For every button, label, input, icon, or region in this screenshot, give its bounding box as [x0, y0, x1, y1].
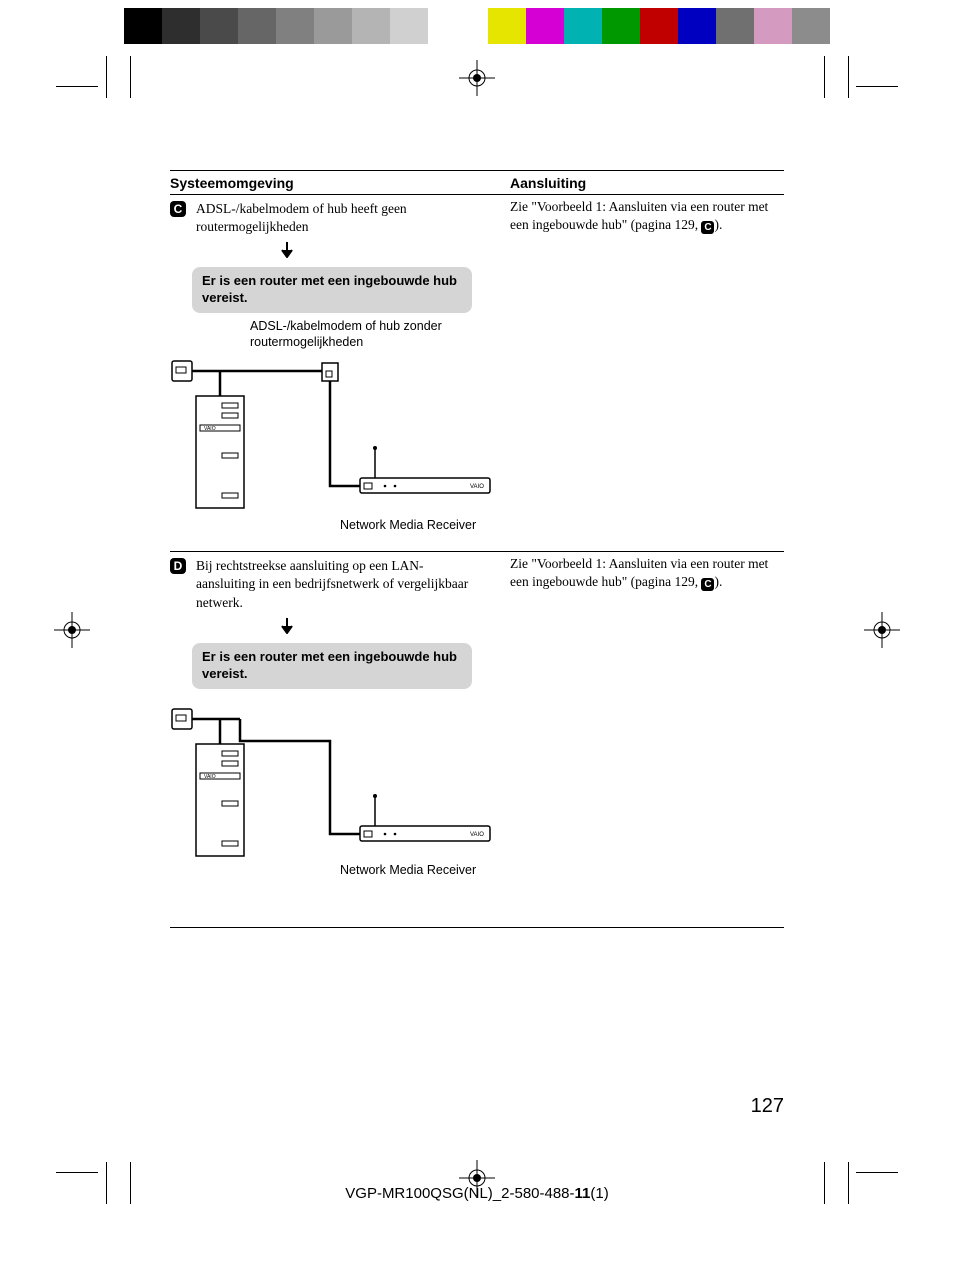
registration-mark-icon: [864, 612, 900, 648]
header-right: Aansluiting: [510, 171, 784, 194]
svg-text:VAIO: VAIO: [470, 832, 484, 838]
reference-letter-badge: C: [701, 221, 714, 234]
footer-text: (1): [590, 1185, 608, 1202]
right-column-text: Zie "Voorbeeld 1: Aansluiten via een rou…: [510, 552, 784, 918]
registration-mark-icon: [459, 60, 495, 96]
table-row: C ADSL-/kabelmodem of hub heeft geen rou…: [170, 195, 784, 552]
crop-mark: [130, 56, 131, 98]
crop-mark: [856, 1172, 898, 1173]
connection-diagram: VAIO VAIO Network Media Receiver: [170, 699, 500, 919]
footer-text: VGP-MR100QSG(NL)_2-580-488-: [345, 1185, 574, 1202]
svg-text:VAIO: VAIO: [204, 426, 216, 432]
requirement-box: Er is een router met een ingebouwde hub …: [192, 267, 472, 313]
svg-text:VAIO: VAIO: [204, 774, 216, 780]
crop-mark: [56, 86, 98, 87]
arrow-down-icon: [170, 236, 500, 267]
table-header-row: Systeemomgeving Aansluiting: [170, 170, 784, 195]
footer: VGP-MR100QSG(NL)_2-580-488-11(1): [0, 1185, 954, 1202]
registration-mark-icon: [54, 612, 90, 648]
section-description: ADSL-/kabelmodem of hub heeft geen route…: [196, 200, 476, 236]
right-column-text: Zie "Voorbeeld 1: Aansluiten via een rou…: [510, 195, 784, 543]
print-colorbar: [124, 8, 830, 44]
footer-bold: 11: [575, 1185, 591, 1202]
crop-mark: [106, 56, 107, 98]
page-content: Systeemomgeving Aansluiting C ADSL-/kabe…: [170, 170, 784, 928]
diagram-top-label: ADSL-/kabelmodem of hub zonder routermog…: [250, 318, 480, 351]
table-row: D Bij rechtstreekse aansluiting op een L…: [170, 552, 784, 927]
page-number: 127: [751, 1095, 784, 1118]
reference-letter-badge: C: [701, 578, 714, 591]
arrow-down-icon: [170, 612, 500, 643]
section-letter-badge: C: [170, 201, 186, 217]
crop-mark: [848, 56, 849, 98]
crop-mark: [824, 56, 825, 98]
svg-text:VAIO: VAIO: [470, 484, 484, 490]
header-left: Systeemomgeving: [170, 171, 510, 194]
requirement-box: Er is een router met een ingebouwde hub …: [192, 643, 472, 689]
diagram-bottom-label: Network Media Receiver: [340, 862, 476, 878]
diagram-bottom-label: Network Media Receiver: [340, 517, 476, 533]
crop-mark: [856, 86, 898, 87]
connection-diagram: ADSL-/kabelmodem of hub zonder routermog…: [170, 323, 500, 543]
crop-mark: [56, 1172, 98, 1173]
